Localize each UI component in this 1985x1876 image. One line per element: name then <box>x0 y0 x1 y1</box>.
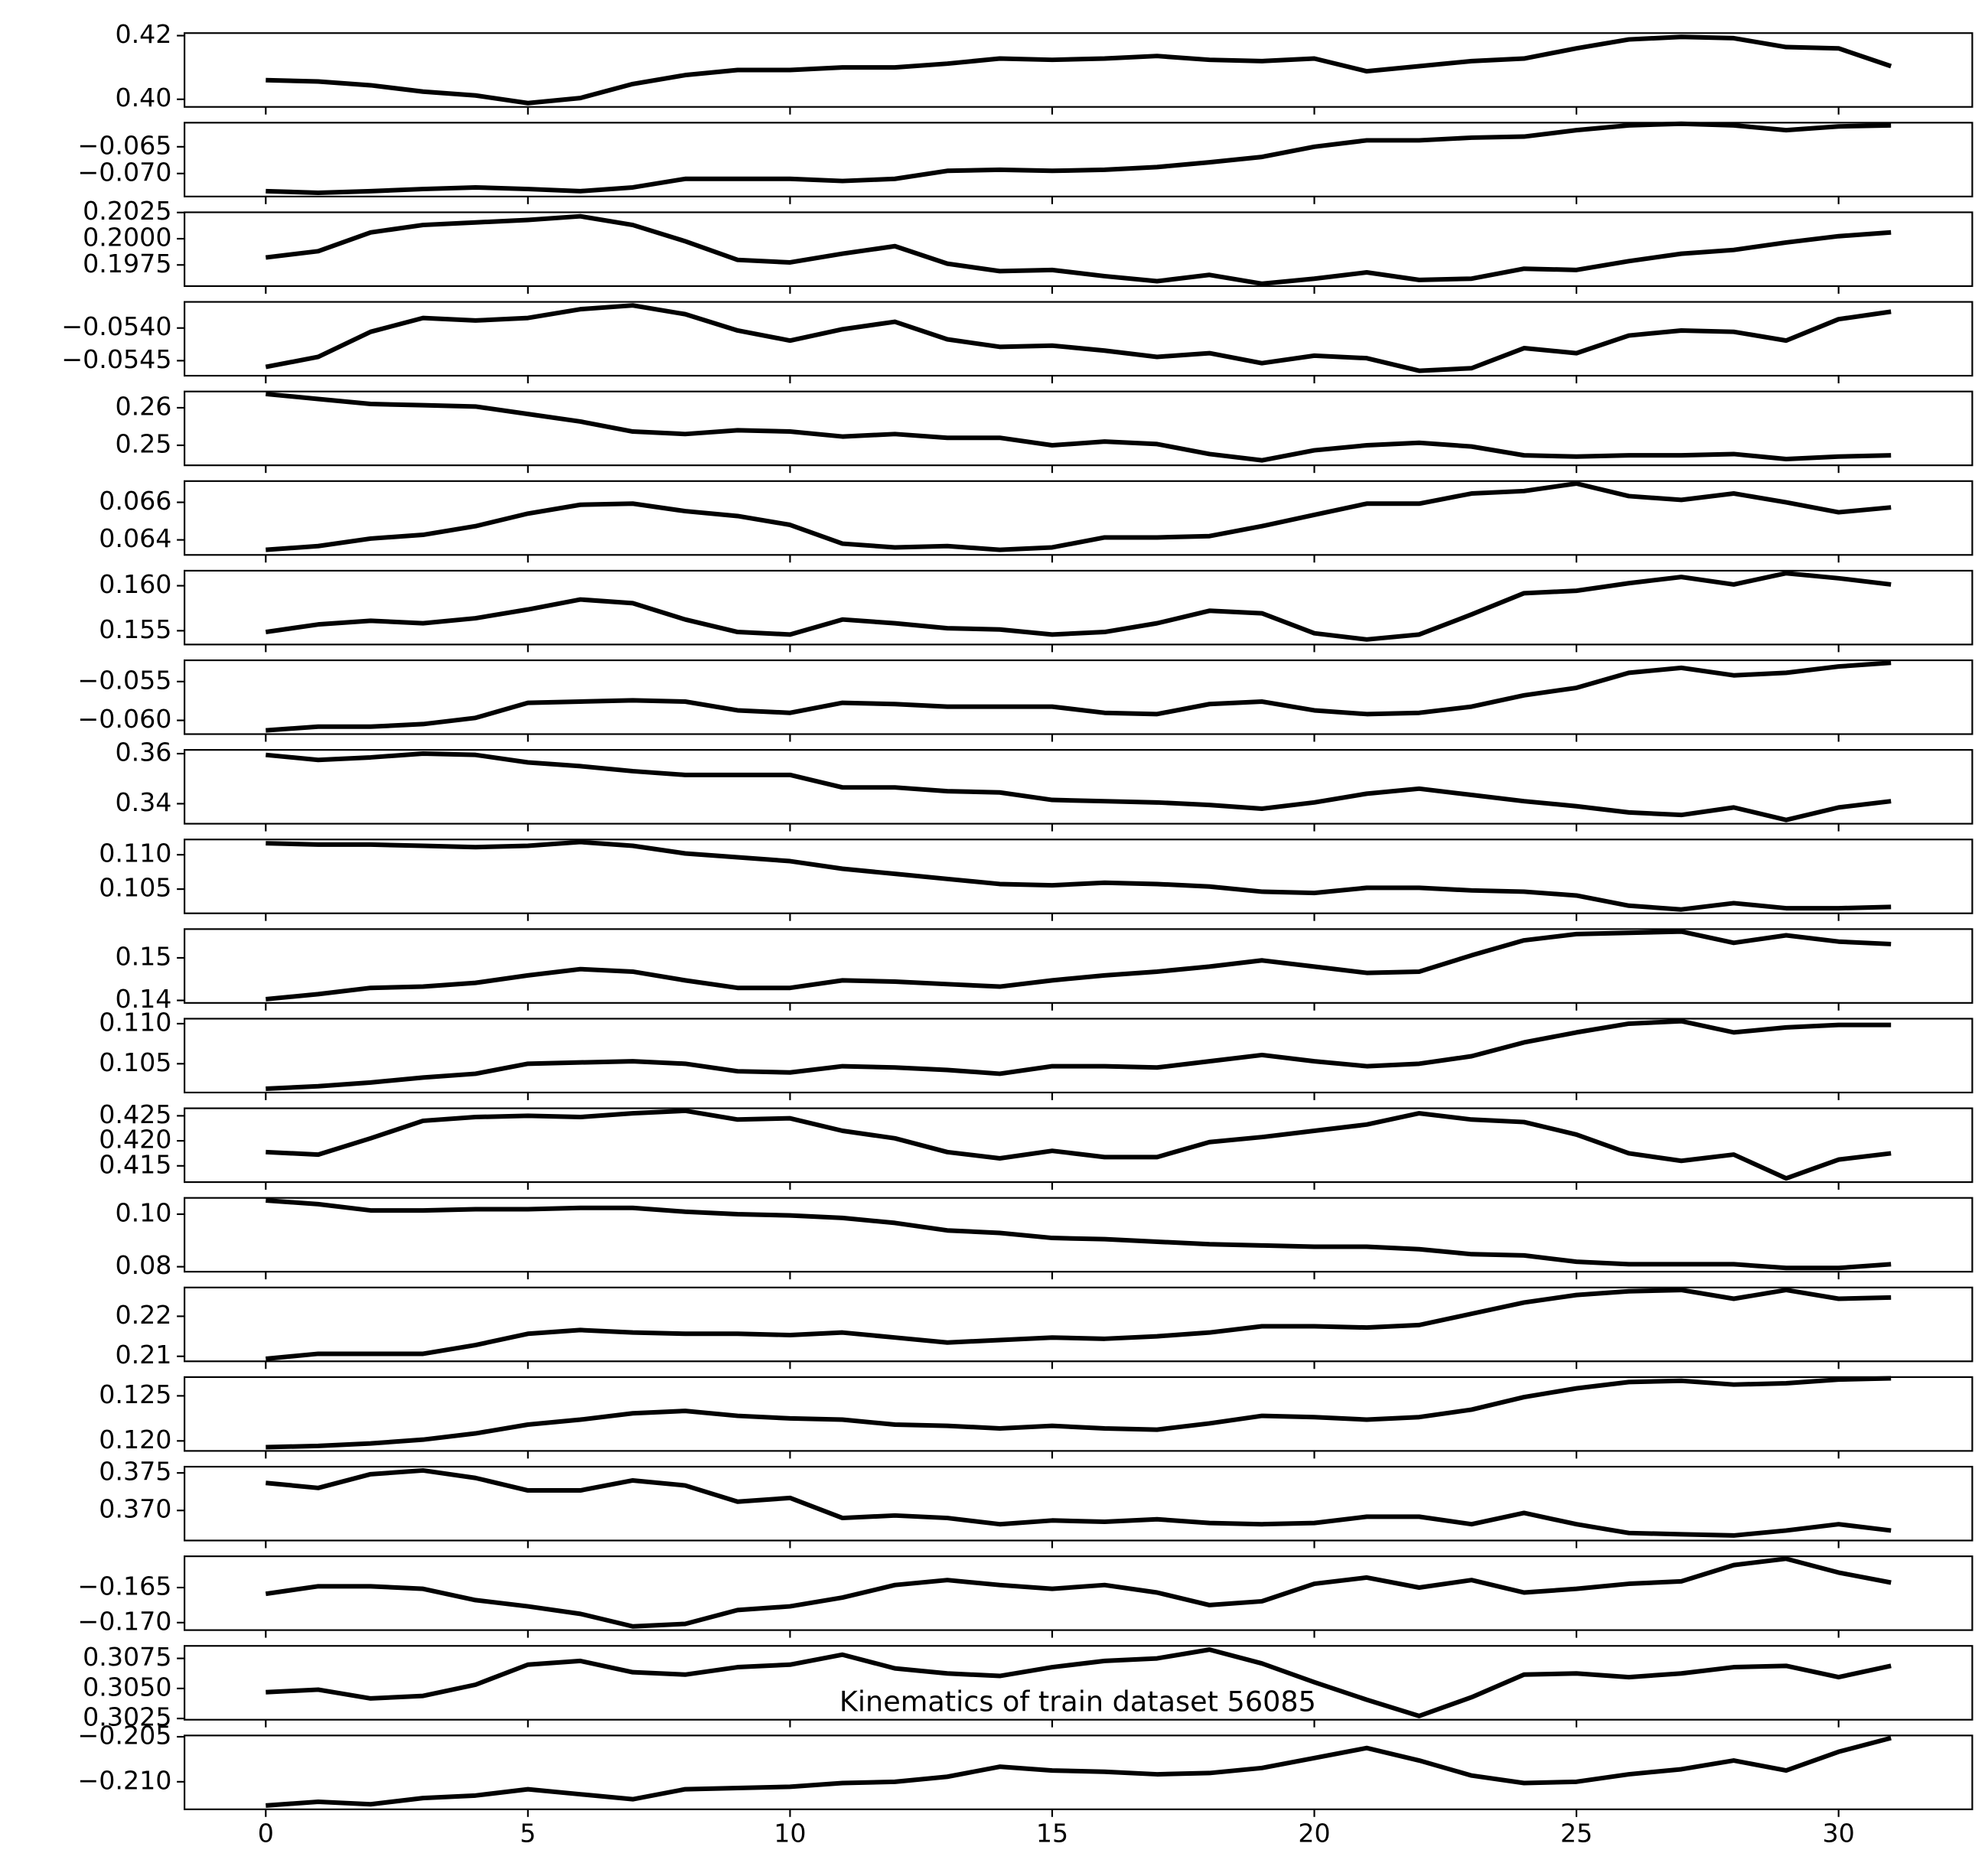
y-tick-label: 0.120 <box>99 1425 171 1454</box>
x-tick-label: 5 <box>520 1819 536 1848</box>
y-tick-label: 0.2000 <box>83 223 171 252</box>
y-tick-label: −0.205 <box>77 1720 171 1750</box>
y-tick-label: 0.155 <box>99 614 171 644</box>
axes-frame <box>184 1018 1974 1094</box>
y-tick-label: 0.110 <box>99 839 171 868</box>
y-tick-label: −0.055 <box>77 665 171 695</box>
x-tick-label: 0 <box>258 1819 274 1848</box>
axes-frame <box>184 480 1974 556</box>
y-tick-label: 0.42 <box>115 19 171 49</box>
data-line <box>266 839 1892 912</box>
data-line <box>266 34 1892 106</box>
data-line <box>266 929 1892 1002</box>
y-tick-label: 0.3025 <box>83 1702 171 1732</box>
y-tick-label: 0.105 <box>99 1047 171 1077</box>
y-tick-label: −0.065 <box>77 130 171 160</box>
data-line <box>266 391 1892 463</box>
y-tick-label: −0.165 <box>77 1571 171 1601</box>
axes-frame <box>184 122 1974 197</box>
x-tick-label: 15 <box>1036 1819 1068 1848</box>
y-tick-label: 0.40 <box>115 83 171 112</box>
y-tick-label: 0.425 <box>99 1099 171 1129</box>
x-tick-label: 30 <box>1823 1819 1855 1848</box>
data-line <box>266 1376 1892 1450</box>
y-tick-label: 0.415 <box>99 1149 171 1179</box>
y-tick-label: 0.105 <box>99 873 171 903</box>
axes-frame <box>184 301 1974 377</box>
axes-frame <box>184 569 1974 646</box>
y-tick-label: 0.1975 <box>83 249 171 278</box>
data-line <box>266 1018 1892 1092</box>
x-tick-label: 25 <box>1560 1819 1592 1848</box>
data-line <box>266 1288 1892 1361</box>
y-tick-label: 0.160 <box>99 569 171 599</box>
y-tick-label: 0.36 <box>115 738 171 767</box>
y-tick-label: 0.3050 <box>83 1672 171 1702</box>
y-tick-label: 0.125 <box>99 1379 171 1409</box>
y-tick-label: 0.25 <box>115 429 171 459</box>
y-tick-label: 0.375 <box>99 1457 171 1487</box>
y-tick-label: 0.10 <box>115 1197 171 1227</box>
y-tick-label: 0.34 <box>115 787 171 817</box>
y-tick-label: 0.15 <box>115 941 171 971</box>
data-line <box>265 1556 1892 1629</box>
data-line <box>266 481 1892 552</box>
axes-frame <box>184 211 1974 288</box>
axes-frame <box>184 659 1974 735</box>
y-tick-label: 0.22 <box>115 1300 171 1330</box>
data-line <box>266 1735 1892 1808</box>
y-tick-label: −0.070 <box>77 157 171 187</box>
data-line <box>266 1647 1892 1718</box>
data-line <box>265 303 1892 373</box>
y-tick-label: 0.064 <box>99 523 171 553</box>
data-line <box>265 213 1892 286</box>
axes-frame <box>184 928 1974 1004</box>
axes-frame <box>184 749 1974 825</box>
x-tick-label: 10 <box>774 1819 806 1848</box>
y-tick-label: 0.26 <box>115 391 171 421</box>
figure-title: Kinematics of train dataset 56085 <box>839 1685 1316 1718</box>
axes-frame <box>184 1645 1974 1721</box>
x-tick-label: 20 <box>1298 1819 1330 1848</box>
y-tick-label: 0.08 <box>115 1250 171 1280</box>
axes-frame <box>184 1555 1974 1631</box>
axes-frame <box>184 390 1974 467</box>
y-tick-label: 0.14 <box>115 984 171 1014</box>
axes-frame <box>184 1107 1974 1184</box>
y-tick-label: −0.0545 <box>61 344 171 374</box>
y-tick-label: 0.066 <box>99 486 171 516</box>
y-tick-label: 0.21 <box>115 1340 171 1370</box>
y-tick-label: 0.420 <box>99 1125 171 1155</box>
y-tick-label: −0.210 <box>77 1765 171 1795</box>
y-tick-label: 0.370 <box>99 1494 171 1524</box>
y-tick-label: 0.110 <box>99 1007 171 1037</box>
axes-frame <box>184 1734 1974 1810</box>
axes-frame <box>184 1376 1974 1452</box>
data-line <box>266 1108 1892 1181</box>
y-tick-label: −0.0540 <box>61 311 171 341</box>
data-line <box>266 1467 1892 1538</box>
y-tick-label: 0.2025 <box>83 196 171 226</box>
axes-frame <box>184 1286 1974 1363</box>
data-line <box>266 1197 1892 1271</box>
axes-frame <box>184 1197 1974 1273</box>
data-line <box>266 121 1892 195</box>
data-line <box>266 751 1892 822</box>
y-tick-label: 0.3075 <box>83 1642 171 1672</box>
axes-frame <box>184 1465 1974 1542</box>
data-line <box>266 660 1892 733</box>
axes-frame <box>184 32 1974 108</box>
data-line <box>265 571 1892 642</box>
y-tick-label: −0.170 <box>77 1606 171 1636</box>
axes-frame <box>184 839 1974 914</box>
y-tick-label: −0.060 <box>77 704 171 734</box>
